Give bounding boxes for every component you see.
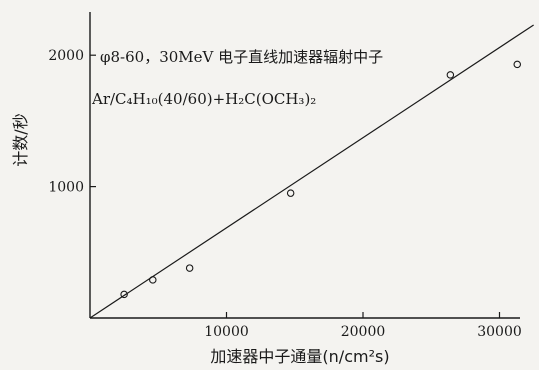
fit-line (89, 24, 534, 319)
chart-title-line1: φ8-60，30MeV 电子直线加速器辐射中子 (100, 48, 383, 66)
data-point (286, 189, 295, 197)
x-tick-label: 30000 (477, 324, 522, 340)
x-axis-label: 加速器中子通量(n/cm²s) (210, 347, 389, 366)
y-tick-label: 1000 (48, 180, 84, 196)
data-point (185, 264, 194, 272)
y-axis-label: 计数/秒 (11, 113, 30, 166)
data-point (513, 60, 521, 69)
x-tick-label: 10000 (204, 324, 249, 340)
data-point (446, 71, 455, 79)
chart-title-line2: Ar/C₄H₁₀(40/60)+H₂C(OCH₃)₂ (91, 90, 316, 108)
data-point (149, 276, 157, 284)
data-point (120, 290, 128, 299)
y-tick-label: 2000 (48, 48, 84, 64)
x-tick-label: 20000 (341, 324, 386, 340)
